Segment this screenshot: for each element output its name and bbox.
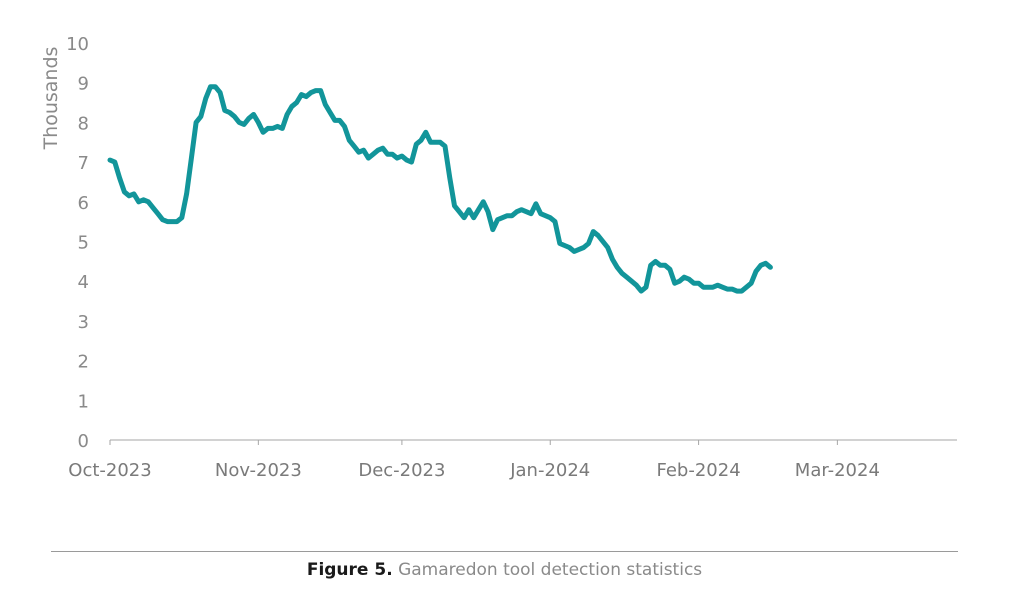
y-axis-label: Thousands [40, 47, 62, 151]
x-tick-label: Nov-2023 [215, 460, 302, 481]
detections-line [107, 84, 773, 294]
y-tick-label: 3 [78, 312, 89, 333]
line-chart: Thousands 0 1 2 3 4 5 6 7 8 9 10 Oct-2023 Nov-2023 D… [40, 34, 957, 481]
x-tick-label: Dec-2023 [358, 460, 445, 481]
y-tick-label: 8 [78, 113, 89, 134]
figure-title: Gamaredon tool detection statistics [398, 560, 703, 580]
y-tick-label: 9 [78, 74, 89, 95]
y-tick-label: 1 [78, 391, 89, 412]
caption-divider [51, 551, 958, 552]
x-axis: Oct-2023 Nov-2023 Dec-2023 Jan-2024 Feb-2024… [68, 439, 957, 481]
y-tick-label: 5 [78, 233, 89, 254]
y-tick-label: 6 [78, 193, 89, 214]
y-tick-label: 4 [78, 272, 89, 293]
figure-caption: Figure 5. Gamaredon tool detection stati… [0, 560, 1009, 580]
x-tick-label: Feb-2024 [656, 460, 740, 481]
y-tick-label: 0 [78, 431, 89, 452]
x-tick-label: Jan-2024 [509, 460, 590, 481]
y-tick-label: 10 [66, 34, 89, 55]
y-tick-label: 2 [78, 352, 89, 373]
figure-number: Figure 5. [306, 560, 393, 580]
y-tick-label: 7 [78, 153, 89, 174]
y-axis-ticks: 0 1 2 3 4 5 6 7 8 9 10 [66, 34, 89, 452]
x-tick-label: Oct-2023 [68, 460, 151, 481]
x-tick-label: Mar-2024 [795, 460, 880, 481]
